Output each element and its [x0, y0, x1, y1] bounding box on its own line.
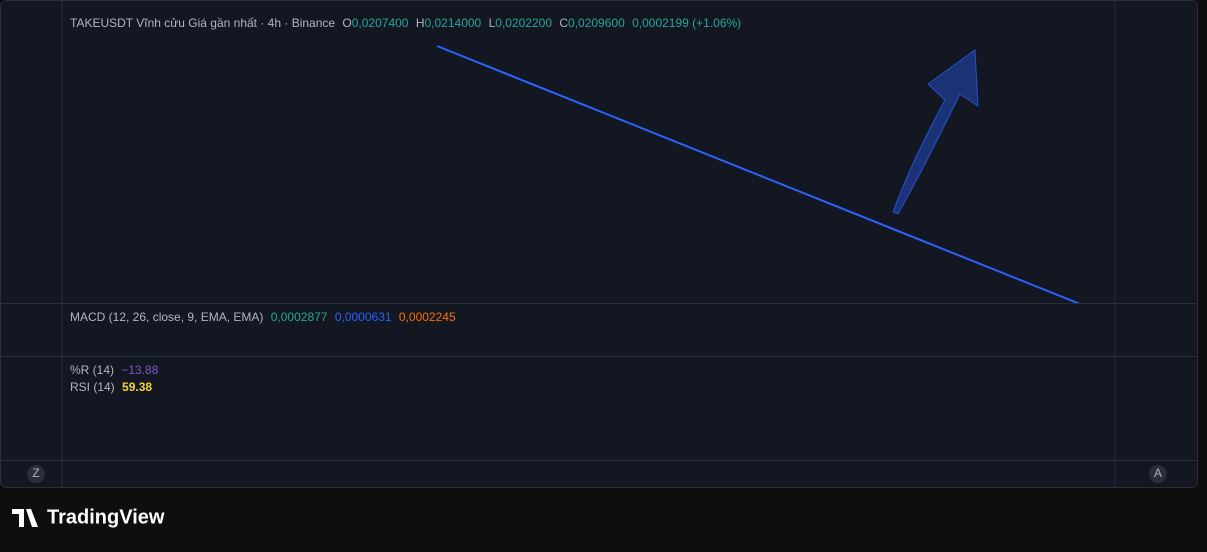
legend-value: 0,0209600: [568, 16, 625, 30]
symbol: TAKEUSDT Vĩnh cửu Giá gần nhất · 4h · Bi…: [70, 16, 335, 30]
scale-button[interactable]: Z: [27, 465, 45, 483]
wr-legend: %R (14) −13.88: [70, 363, 159, 377]
legend-key: H: [416, 16, 425, 30]
button-a[interactable]: A: [1154, 466, 1162, 480]
macd-title: MACD (12, 26, close, 9, EMA, EMA): [70, 310, 263, 324]
legend-key: L: [489, 16, 496, 30]
wr-title: %R (14): [70, 363, 114, 377]
brand-logo: TradingView: [12, 506, 165, 528]
arrow-drawing: [892, 49, 979, 215]
macd-legend-value: 0,0002245: [399, 310, 456, 324]
drawings: [436, 45, 1081, 303]
macd-legend: MACD (12, 26, close, 9, EMA, EMA) 0,0002…: [70, 310, 456, 324]
macd-legend-value: 0,0002877: [271, 310, 328, 324]
legend-value: 0,0202200: [495, 16, 552, 30]
legend-key: O: [342, 16, 351, 30]
rsi-value: 59.38: [122, 380, 152, 394]
scale-button[interactable]: A: [1149, 465, 1167, 483]
legend-key: C: [559, 16, 568, 30]
logo-icon: [12, 509, 38, 527]
button-bg[interactable]: [27, 465, 45, 483]
macd-legend-value: 0,0000631: [335, 310, 392, 324]
legend-change: 0,0002199 (+1.06%): [632, 16, 741, 30]
button-z[interactable]: Z: [32, 466, 39, 480]
rsi-title: RSI (14): [70, 380, 115, 394]
chart-panel: [0, 0, 1198, 488]
trend-line: [436, 45, 1081, 303]
wr-value: −13.88: [121, 363, 158, 377]
legend-value: 0,0214000: [425, 16, 482, 30]
symbol-legend: TAKEUSDT Vĩnh cửu Giá gần nhất · 4h · Bi…: [70, 16, 741, 30]
rsi-legend: RSI (14) 59.38: [70, 380, 152, 394]
legend-value: 0,0207400: [352, 16, 409, 30]
button-bg[interactable]: [1149, 465, 1167, 483]
brand-name: TradingView: [47, 506, 165, 528]
